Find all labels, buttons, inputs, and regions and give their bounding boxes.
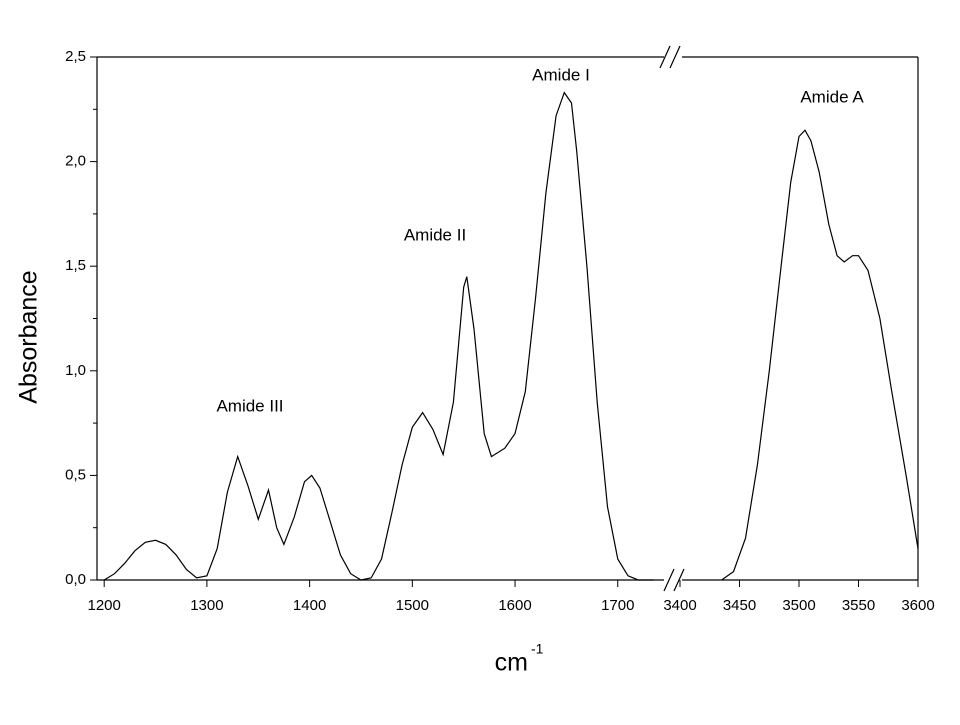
x-tick-label: 1500	[396, 597, 429, 614]
y-tick-label: 0,5	[65, 466, 86, 483]
x-tick-label: 1700	[601, 597, 634, 614]
y-tick-label: 1,5	[65, 257, 86, 274]
spectrum-line	[721, 129, 919, 581]
x-tick-label: 3550	[842, 597, 875, 614]
plot-frame	[96, 45, 919, 592]
x-axis-label-superscript: -1	[531, 641, 544, 657]
x-tick-label: 1400	[293, 597, 326, 614]
x-tick-label: 3600	[901, 597, 934, 614]
y-tick-label: 1,0	[65, 362, 86, 379]
x-tick-label: 3500	[782, 597, 815, 614]
y-axis-label: Absorbance	[15, 270, 43, 403]
x-tick-label: 1300	[190, 597, 223, 614]
y-tick-label: 0,0	[65, 571, 86, 588]
peak-annotation: Amide II	[404, 225, 466, 244]
x-axis-label: cm	[495, 649, 528, 677]
y-tick-label: 2,0	[65, 153, 86, 170]
y-tick-label: 2,5	[65, 48, 86, 65]
peak-annotation: Amide I	[532, 65, 590, 84]
x-tick-label: 3400	[663, 597, 696, 614]
spectrum-line	[103, 91, 654, 581]
x-tick-label: 3450	[723, 597, 756, 614]
x-tick-label: 1600	[498, 597, 531, 614]
peak-annotation: Amide A	[800, 87, 864, 106]
x-tick-label: 1200	[88, 597, 121, 614]
peak-annotation: Amide III	[216, 396, 283, 415]
